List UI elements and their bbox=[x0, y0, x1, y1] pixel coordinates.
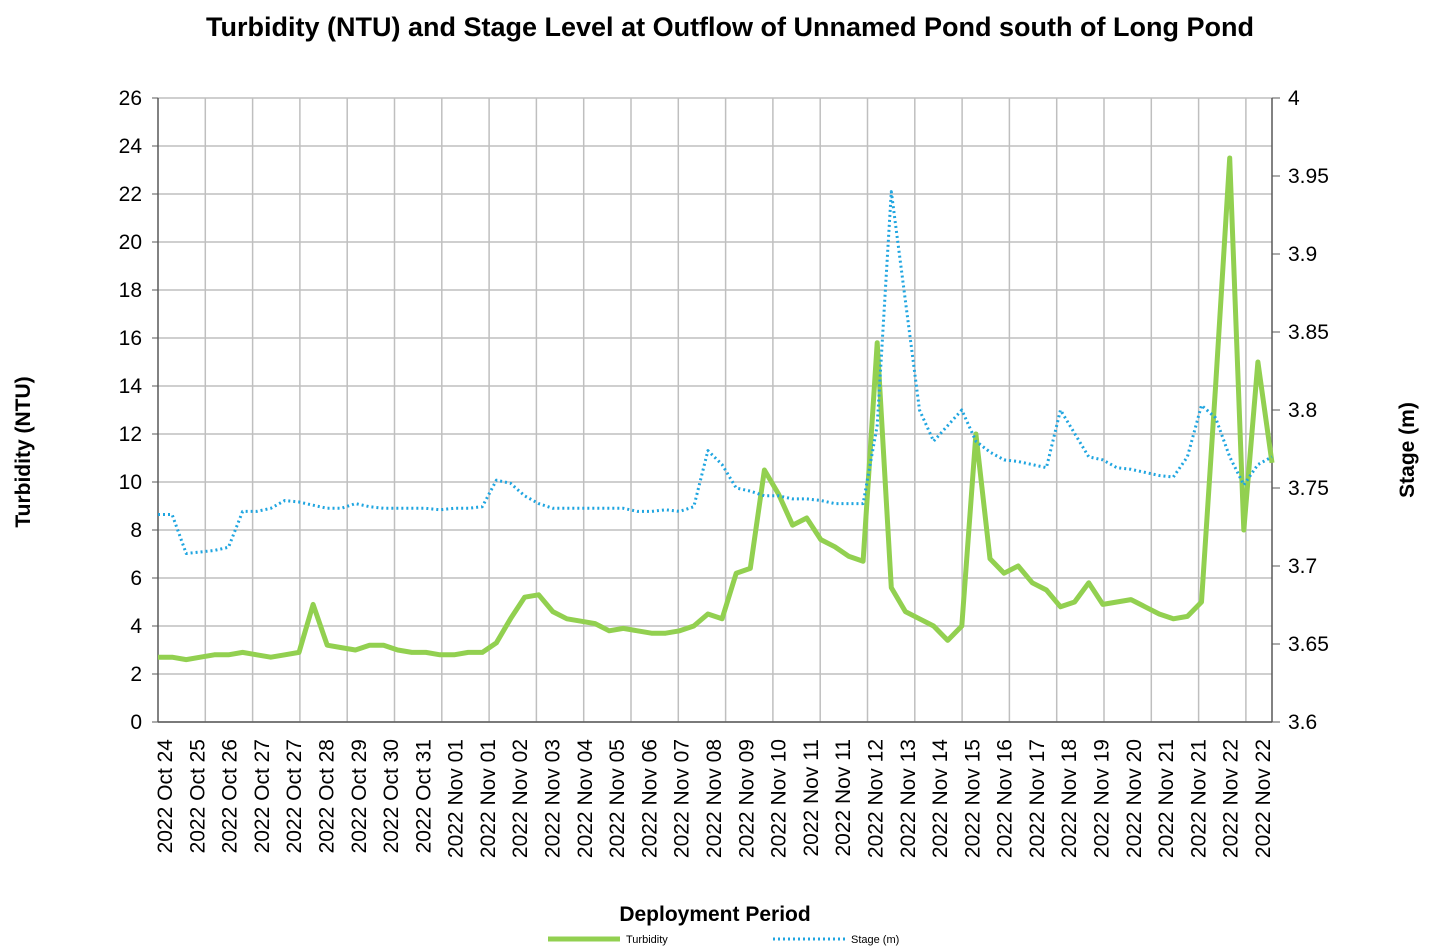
x-tick-label: 2022 Nov 06 bbox=[638, 739, 661, 858]
y2-tick-label: 3.7 bbox=[1288, 555, 1317, 578]
x-tick-label: 2022 Oct 25 bbox=[186, 739, 209, 853]
y-tick-label: 12 bbox=[119, 423, 142, 446]
y-axis-title: Turbidity (NTU) bbox=[12, 376, 35, 527]
chart-title: Turbidity (NTU) and Stage Level at Outfl… bbox=[206, 12, 1254, 42]
y-tick-label: 20 bbox=[119, 231, 142, 254]
x-tick-label: 2022 Nov 16 bbox=[994, 739, 1017, 858]
y-tick-label: 18 bbox=[119, 279, 142, 302]
y-tick-label: 14 bbox=[119, 375, 143, 398]
y2-tick-label: 3.95 bbox=[1288, 165, 1329, 188]
y2-tick-label: 3.75 bbox=[1288, 477, 1329, 500]
y2-tick-label: 4 bbox=[1288, 87, 1300, 110]
y-tick-label: 6 bbox=[130, 567, 142, 590]
x-tick-label: 2022 Nov 11 bbox=[832, 739, 855, 857]
legend-label: Stage (m) bbox=[851, 934, 899, 946]
x-tick-label: 2022 Nov 03 bbox=[542, 739, 565, 858]
series-line bbox=[158, 190, 1273, 555]
y-tick-label: 16 bbox=[119, 327, 142, 350]
x-tick-label: 2022 Nov 09 bbox=[735, 739, 758, 858]
y-tick-label: 26 bbox=[119, 87, 142, 110]
x-tick-label: 2022 Oct 28 bbox=[315, 739, 338, 853]
y2-tick-label: 3.85 bbox=[1288, 321, 1329, 344]
y2-tick-label: 3.8 bbox=[1288, 399, 1317, 422]
x-tick-label: 2022 Nov 14 bbox=[929, 739, 952, 858]
x-tick-label: 2022 Nov 05 bbox=[606, 739, 629, 858]
x-tick-label: 2022 Nov 08 bbox=[703, 739, 726, 858]
x-tick-label: 2022 Nov 21 bbox=[1187, 739, 1210, 858]
x-tick-label: 2022 Oct 27 bbox=[283, 739, 306, 853]
x-tick-label: 2022 Nov 11 bbox=[800, 739, 823, 857]
x-tick-label: 2022 Nov 02 bbox=[509, 739, 532, 858]
x-tick-label: 2022 Nov 01 bbox=[445, 739, 468, 858]
y-tick-label: 2 bbox=[130, 663, 142, 686]
x-tick-label: 2022 Oct 27 bbox=[251, 739, 274, 853]
x-tick-label: 2022 Nov 10 bbox=[768, 739, 791, 858]
x-tick-label: 2022 Oct 30 bbox=[380, 739, 403, 853]
y2-axis-title: Stage (m) bbox=[1396, 402, 1419, 498]
y-tick-label: 24 bbox=[119, 135, 143, 158]
x-tick-label: 2022 Nov 07 bbox=[671, 739, 694, 858]
y2-tick-label: 3.65 bbox=[1288, 633, 1329, 656]
x-tick-label: 2022 Oct 31 bbox=[412, 739, 435, 853]
y-tick-label: 0 bbox=[130, 711, 142, 734]
x-axis-title: Deployment Period bbox=[619, 903, 810, 926]
legend-label: Turbidity bbox=[626, 934, 668, 946]
x-tick-label: 2022 Nov 22 bbox=[1252, 739, 1275, 858]
series-line bbox=[158, 155, 1275, 663]
x-tick-label: 2022 Nov 17 bbox=[1026, 739, 1049, 858]
x-tick-label: 2022 Nov 22 bbox=[1220, 739, 1243, 858]
y-tick-label: 4 bbox=[130, 615, 142, 638]
x-tick-label: 2022 Oct 29 bbox=[348, 739, 371, 853]
y2-tick-label: 3.6 bbox=[1288, 711, 1317, 734]
x-tick-label: 2022 Oct 26 bbox=[219, 739, 242, 853]
y-tick-label: 22 bbox=[119, 183, 142, 206]
x-tick-label: 2022 Nov 18 bbox=[1058, 739, 1081, 858]
y2-tick-label: 3.9 bbox=[1288, 243, 1317, 266]
x-tick-label: 2022 Nov 21 bbox=[1155, 739, 1178, 858]
x-tick-label: 2022 Nov 19 bbox=[1091, 739, 1114, 858]
y-tick-label: 8 bbox=[130, 519, 142, 542]
x-tick-label: 2022 Nov 12 bbox=[864, 739, 887, 858]
y-tick-label: 10 bbox=[119, 471, 142, 494]
x-tick-label: 2022 Nov 01 bbox=[477, 739, 500, 858]
x-tick-label: 2022 Nov 20 bbox=[1123, 739, 1146, 858]
x-tick-label: 2022 Nov 13 bbox=[897, 739, 920, 858]
x-tick-label: 2022 Oct 24 bbox=[154, 739, 177, 854]
x-tick-label: 2022 Nov 04 bbox=[574, 739, 597, 858]
x-tick-label: 2022 Nov 15 bbox=[961, 739, 984, 858]
